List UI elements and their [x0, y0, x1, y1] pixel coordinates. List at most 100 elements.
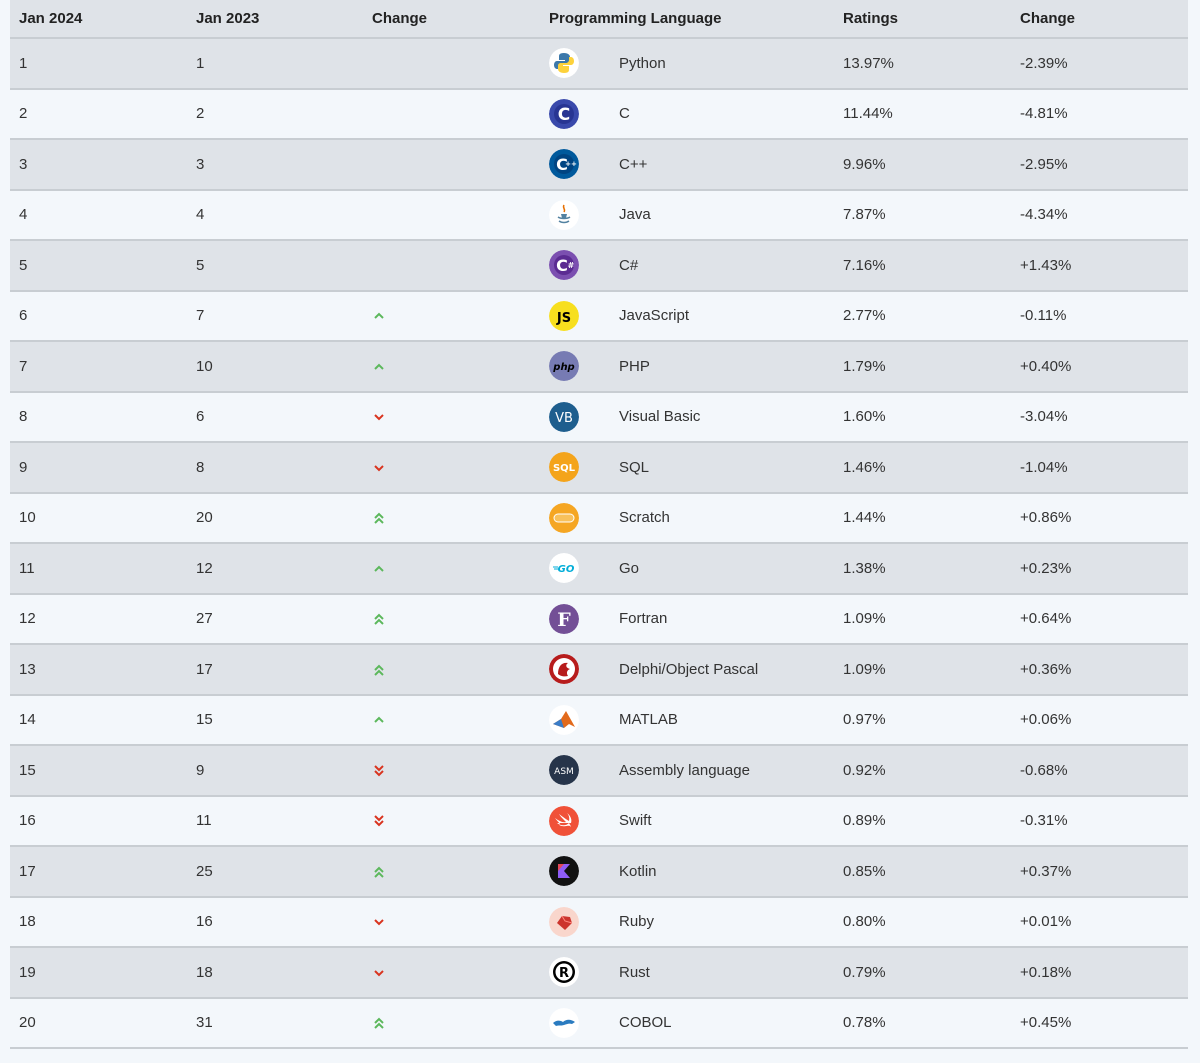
- rank-2023: 9: [196, 761, 205, 779]
- language-name: SQL: [619, 458, 650, 476]
- change-value: -0.31%: [1020, 812, 1068, 830]
- rank-2023: 20: [196, 509, 213, 527]
- header-jan-2024[interactable]: Jan 2024: [10, 0, 187, 39]
- header-programming-language[interactable]: Programming Language: [540, 0, 834, 39]
- rating-value: 1.46%: [843, 458, 886, 476]
- rank-2024: 18: [19, 913, 36, 931]
- rank-2024: 1: [19, 54, 28, 72]
- language-name: Go: [619, 559, 640, 577]
- trend-cell: [363, 38, 540, 89]
- rank-2023: 7: [196, 307, 205, 325]
- logo-cell: [540, 644, 610, 695]
- table-row: 7 10 php PHP 1.79% +0.40%: [10, 341, 1188, 392]
- trend-cell: [363, 846, 540, 897]
- trend-cell: [363, 190, 540, 241]
- rating-value: 1.60%: [843, 408, 886, 426]
- rust-logo-icon: R: [549, 957, 579, 988]
- language-name: Java: [619, 206, 651, 224]
- svg-text:R: R: [559, 966, 569, 981]
- svg-text:C: C: [558, 105, 570, 125]
- table-row: 3 3 C ++ C++ 9.96% -2.95%: [10, 139, 1188, 190]
- trend-cell: [363, 947, 540, 998]
- rating-value: 1.44%: [843, 509, 886, 527]
- table-row: 1 1 Python 13.97% -2.39%: [10, 38, 1188, 89]
- logo-cell: [540, 695, 610, 746]
- language-name: JavaScript: [619, 307, 690, 325]
- trend-cell: [363, 341, 540, 392]
- rank-2024: 4: [19, 206, 28, 224]
- logo-cell: [540, 796, 610, 847]
- trend-cell: [363, 998, 540, 1049]
- csharp-logo-icon: C #: [549, 250, 579, 281]
- language-name: Visual Basic: [619, 408, 701, 426]
- svg-text:C: C: [556, 155, 568, 174]
- language-name: Assembly language: [619, 761, 750, 779]
- svg-text:JS: JS: [556, 311, 571, 326]
- visual-basic-logo-icon: VB: [549, 401, 579, 432]
- table-row: 17 25 Kotlin 0.85% +0.37%: [10, 846, 1188, 897]
- table-row: 5 5 C # C# 7.16% +1.43%: [10, 240, 1188, 291]
- table-row: 4 4 Java 7.87% -4.34%: [10, 189, 1188, 241]
- trend-cell: [363, 796, 540, 847]
- trend-up-double-icon: [372, 612, 386, 626]
- language-name: MATLAB: [619, 711, 678, 729]
- header-change-percent[interactable]: Change: [1011, 0, 1188, 39]
- svg-text:#: #: [568, 261, 575, 270]
- language-name: Scratch: [619, 509, 670, 527]
- rating-value: 7.87%: [843, 206, 886, 224]
- rating-value: 13.97%: [843, 54, 894, 72]
- logo-cell: C ++: [540, 139, 610, 190]
- change-value: +0.23%: [1020, 559, 1072, 577]
- logo-cell: php: [540, 341, 610, 392]
- rating-value: 1.79%: [843, 357, 886, 375]
- trend-cell: [363, 442, 540, 493]
- rank-2024: 15: [19, 761, 36, 779]
- trend-cell: [363, 897, 540, 948]
- assembly-logo-icon: ASM: [549, 755, 579, 786]
- rank-2023: 3: [196, 155, 205, 173]
- trend-down-icon: [372, 410, 386, 424]
- change-value: +1.43%: [1020, 256, 1072, 274]
- rank-2024: 14: [19, 711, 36, 729]
- logo-cell: [540, 846, 610, 897]
- rank-2023: 5: [196, 256, 205, 274]
- swift-logo-icon: [549, 805, 579, 836]
- rank-2024: 3: [19, 155, 28, 173]
- change-value: +0.36%: [1020, 660, 1072, 678]
- table-row: 15 9 ASM Assembly language 0.92% -0.68%: [10, 745, 1188, 796]
- logo-cell: F: [540, 594, 610, 645]
- java-logo-icon: [549, 199, 579, 230]
- go-logo-icon: GO: [549, 553, 579, 584]
- header-jan-2023[interactable]: Jan 2023: [187, 0, 363, 39]
- scratch-logo-icon: [549, 502, 579, 533]
- rank-2024: 19: [19, 963, 36, 981]
- rating-value: 0.78%: [843, 1014, 886, 1032]
- logo-cell: [540, 38, 610, 89]
- rating-value: 2.77%: [843, 307, 886, 325]
- rank-2024: 17: [19, 862, 36, 880]
- trend-up-double-icon: [372, 1016, 386, 1030]
- change-value: +0.86%: [1020, 509, 1072, 527]
- header-ratings[interactable]: Ratings: [834, 0, 1011, 39]
- rating-value: 1.09%: [843, 660, 886, 678]
- change-value: -4.34%: [1020, 206, 1068, 224]
- table-row: 18 16 Ruby 0.80% +0.01%: [10, 896, 1188, 948]
- trend-up-icon: [372, 360, 386, 374]
- rating-value: 0.92%: [843, 761, 886, 779]
- table-row: 16 11 Swift 0.89% -0.31%: [10, 795, 1188, 847]
- rank-2023: 12: [196, 559, 213, 577]
- header-change[interactable]: Change: [363, 0, 540, 39]
- change-value: -4.81%: [1020, 105, 1068, 123]
- rank-2024: 13: [19, 660, 36, 678]
- rating-value: 0.80%: [843, 913, 886, 931]
- delphi-logo-icon: [549, 654, 579, 685]
- table-row: 9 8 SQL SQL 1.46% -1.04%: [10, 442, 1188, 493]
- rank-2023: 11: [196, 812, 212, 830]
- rank-2023: 6: [196, 408, 205, 426]
- matlab-logo-icon: [549, 704, 579, 735]
- kotlin-logo-icon: [549, 856, 579, 887]
- language-name: Ruby: [619, 913, 655, 931]
- table-row: 20 31 COBOL 0.78% +0.45%: [10, 997, 1188, 1049]
- table-row: 12 27 F Fortran 1.09% +0.64%: [10, 593, 1188, 645]
- rank-2023: 25: [196, 862, 213, 880]
